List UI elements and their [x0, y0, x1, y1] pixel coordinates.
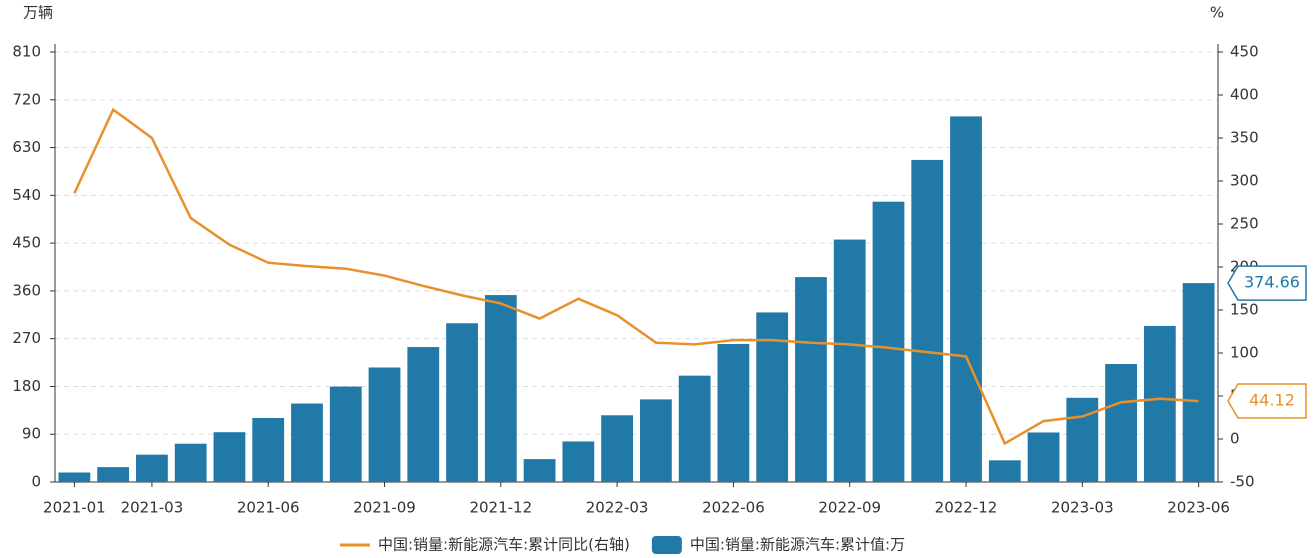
x-tick-label: 2022-12 [935, 499, 998, 517]
x-tick-label: 2023-03 [1051, 499, 1114, 517]
y2-axis-label: % [1210, 4, 1224, 22]
bar [911, 159, 944, 483]
callout-box [1227, 383, 1307, 419]
y-tick-label: 360 [12, 281, 41, 299]
y2-tick-label: 350 [1230, 129, 1259, 147]
y-tick-label: 630 [12, 138, 41, 156]
bar [446, 323, 478, 482]
y2-tick-label: 250 [1230, 215, 1259, 233]
bar [523, 459, 556, 482]
bar [368, 367, 401, 482]
y-tick-label: 540 [12, 186, 41, 204]
x-tick-label: 2023-06 [1167, 499, 1230, 517]
bar [484, 295, 517, 482]
bar [407, 347, 440, 482]
bar [795, 277, 827, 482]
y2-tick-label: 100 [1230, 344, 1259, 362]
callout-box [1227, 265, 1307, 301]
callout-label: 44.12 [1249, 391, 1295, 410]
y-tick-label: 0 [31, 473, 41, 491]
x-tick-label: 2021-06 [237, 499, 300, 517]
x-tick-label: 2021-12 [469, 499, 532, 517]
line [73, 107, 1199, 446]
y-tick-label: 450 [12, 234, 41, 252]
bar [1105, 364, 1137, 482]
bar [833, 239, 866, 482]
bar [291, 403, 323, 482]
bar [213, 432, 246, 482]
bar [1027, 432, 1060, 482]
bar [872, 201, 905, 482]
bar [252, 417, 285, 482]
legend-swatch [651, 536, 682, 554]
x-tick-label: 2021-03 [121, 499, 184, 517]
y2-tick-label: 150 [1230, 301, 1259, 319]
bar [1066, 397, 1099, 482]
bar [174, 443, 207, 482]
bar [58, 472, 91, 482]
callout-label: 374.66 [1244, 273, 1300, 292]
bar [950, 116, 982, 482]
legend-label: 中国:销量:新能源汽车:累计值:万 [690, 536, 905, 554]
x-tick-label: 2021-09 [353, 499, 416, 517]
y2-tick-label: 400 [1230, 86, 1259, 104]
x-tick-label: 2021-01 [43, 499, 106, 517]
x-tick-label: 2022-09 [818, 499, 881, 517]
y2-tick-label: 300 [1230, 172, 1259, 190]
bar [1143, 325, 1176, 482]
bar [717, 343, 750, 482]
bar [678, 375, 711, 482]
y-tick-label: 90 [22, 425, 41, 443]
legend-label: 中国:销量:新能源汽车:累计同比(右轴) [378, 536, 630, 554]
y-tick-label: 720 [12, 90, 41, 108]
x-tick-label: 2022-06 [702, 499, 765, 517]
y-tick-label: 810 [12, 43, 41, 61]
x-tick-label: 2022-03 [586, 499, 649, 517]
bar [988, 460, 1021, 482]
bar [329, 386, 362, 482]
bar [1182, 283, 1215, 482]
y2-tick-label: 0 [1230, 430, 1240, 448]
y-tick-label: 270 [12, 329, 41, 347]
bar [601, 415, 634, 482]
y2-tick-label: -50 [1230, 473, 1255, 491]
bar [562, 441, 595, 482]
y-tick-label: 180 [12, 377, 41, 395]
bar [639, 399, 672, 482]
bar [97, 467, 130, 482]
bar [136, 454, 168, 482]
y2-tick-label: 450 [1230, 43, 1259, 61]
y-axis-label: 万辆 [23, 4, 53, 22]
bar [756, 312, 789, 482]
